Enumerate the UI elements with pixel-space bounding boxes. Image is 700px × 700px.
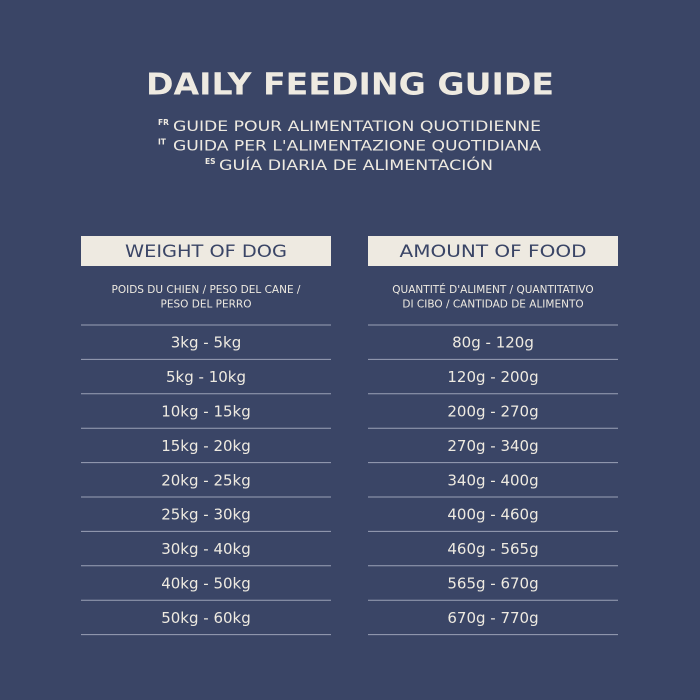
translation: GUÍA DIARIA DE ALIMENTACIÓN: [219, 156, 493, 174]
table-cell: 5kg - 10kg: [166, 368, 246, 386]
table-cell: 15kg - 20kg: [161, 437, 251, 455]
column-subheader: QUANTITÉ D'ALIMENT / QUANTITATIVO: [392, 283, 593, 296]
table-cell: 40kg - 50kg: [161, 575, 251, 593]
column-header: WEIGHT OF DOG: [125, 242, 287, 262]
column-subheader: PESO DEL PERRO: [161, 299, 252, 311]
table-cell: 400g - 460g: [447, 506, 538, 524]
translation: GUIDA PER L'ALIMENTAZIONE QUOTIDIANA: [173, 139, 542, 155]
table-cell: 3kg - 5kg: [171, 334, 241, 352]
language-code: IT: [158, 138, 167, 147]
translation: GUIDE POUR ALIMENTATION QUOTIDIENNE: [173, 119, 541, 135]
table-cell: 340g - 400g: [447, 471, 538, 489]
table-cell: 670g - 770g: [447, 609, 538, 627]
column-header-box: [81, 236, 331, 266]
table-cell: 270g - 340g: [447, 437, 538, 455]
table-cell: 80g - 120g: [452, 334, 534, 352]
title: DAILY FEEDING GUIDE: [146, 68, 554, 103]
table-cell: 460g - 565g: [447, 540, 538, 558]
table-cell: 20kg - 25kg: [161, 471, 251, 489]
column-subheader: DI CIBO / CANTIDAD DE ALIMENTO: [402, 299, 583, 311]
table-cell: 50kg - 60kg: [161, 609, 251, 627]
table-cell: 10kg - 15kg: [161, 403, 251, 421]
column-header-box: [368, 236, 618, 266]
table-cell: 25kg - 30kg: [161, 506, 251, 524]
language-code: ES: [205, 157, 216, 166]
table-cell: 30kg - 40kg: [161, 540, 251, 558]
table-cell: 565g - 670g: [447, 575, 538, 593]
language-code: FR: [158, 118, 169, 127]
column-header: AMOUNT OF FOOD: [400, 242, 587, 262]
table-cell: 200g - 270g: [447, 403, 538, 421]
column-subheader: POIDS DU CHIEN / PESO DEL CANE /: [112, 284, 301, 296]
table-cell: 120g - 200g: [447, 368, 538, 386]
